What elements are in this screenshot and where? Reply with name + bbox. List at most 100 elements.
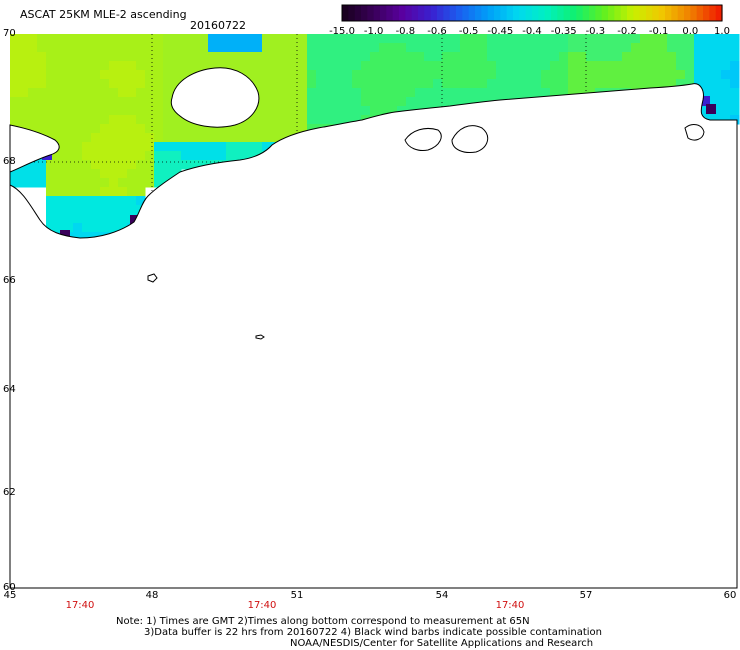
data-cell — [208, 142, 218, 152]
data-cell — [127, 70, 137, 80]
data-cell — [262, 70, 272, 80]
data-cell — [154, 115, 164, 125]
data-cell — [82, 133, 92, 143]
data-cell — [550, 34, 560, 44]
colorbar-segment — [544, 5, 552, 21]
data-cell — [595, 34, 605, 44]
data-cell — [145, 160, 155, 170]
data-cell — [190, 34, 200, 44]
data-cell — [334, 61, 344, 71]
data-cell — [397, 70, 407, 80]
data-cell — [307, 88, 317, 98]
data-cell — [109, 187, 119, 197]
data-cell — [82, 196, 92, 206]
data-cell — [496, 79, 506, 89]
data-cell — [334, 88, 344, 98]
data-cell — [379, 106, 389, 116]
note-line-3: NOAA/NESDIS/Center for Satellite Applica… — [290, 638, 594, 649]
data-cell — [694, 61, 704, 71]
data-cell — [100, 196, 110, 206]
data-cell — [271, 79, 281, 89]
data-cell — [136, 151, 146, 161]
data-cell — [460, 70, 470, 80]
data-cell — [532, 43, 542, 53]
colorbar-segment — [481, 5, 489, 21]
data-cell — [127, 43, 137, 53]
data-cell — [514, 70, 524, 80]
data-cell — [82, 106, 92, 116]
data-cell — [280, 115, 290, 125]
colorbar-segment — [620, 5, 628, 21]
data-cell — [73, 187, 83, 197]
data-cell — [316, 52, 326, 62]
data-cell — [406, 61, 416, 71]
data-cell — [109, 115, 119, 125]
data-cell — [136, 61, 146, 71]
data-cell — [703, 79, 713, 89]
data-cell — [604, 52, 614, 62]
data-cell — [658, 70, 668, 80]
data-cell — [289, 115, 299, 125]
data-cell — [46, 106, 56, 116]
data-cell — [154, 97, 164, 107]
data-cell — [370, 97, 380, 107]
data-cell — [559, 34, 569, 44]
data-cell — [316, 70, 326, 80]
lat-label-60: 60 — [3, 582, 16, 593]
data-cell — [586, 70, 596, 80]
data-cell — [577, 88, 587, 98]
data-cell — [109, 106, 119, 116]
colorbar-tick-label: -1.0 — [363, 26, 384, 37]
data-cell — [154, 79, 164, 89]
data-cell — [118, 169, 128, 179]
data-cell — [91, 142, 101, 152]
data-cell — [226, 142, 236, 152]
data-cell — [64, 196, 74, 206]
data-cell — [577, 79, 587, 89]
data-cell — [253, 124, 263, 134]
data-cell — [307, 79, 317, 89]
data-cell — [532, 52, 542, 62]
data-cell — [19, 52, 29, 62]
data-cell — [244, 43, 254, 53]
data-cell — [379, 34, 389, 44]
colorbar-segment — [665, 5, 672, 21]
colorbar-segment — [658, 5, 666, 21]
data-cell — [28, 97, 38, 107]
data-cell — [145, 70, 155, 80]
data-cell — [370, 106, 380, 116]
data-cell — [649, 79, 659, 89]
data-cell — [46, 70, 56, 80]
data-cell — [352, 52, 362, 62]
data-cell — [694, 43, 704, 53]
data-cell — [91, 79, 101, 89]
data-cell — [379, 88, 389, 98]
data-cell — [55, 79, 65, 89]
data-cell — [397, 79, 407, 89]
data-cell — [271, 133, 281, 143]
data-cell — [100, 124, 110, 134]
data-cell — [91, 97, 101, 107]
data-cell — [55, 34, 65, 44]
data-cell — [307, 115, 317, 125]
data-cell — [208, 52, 218, 62]
data-cell-low — [700, 96, 710, 106]
data-cell — [37, 169, 47, 179]
data-cell — [91, 169, 101, 179]
data-cell — [136, 88, 146, 98]
data-cell — [397, 97, 407, 107]
data-cell — [55, 178, 65, 188]
data-cell — [73, 169, 83, 179]
data-cell — [172, 34, 182, 44]
data-cell — [253, 52, 263, 62]
colorbar-segment — [595, 5, 603, 21]
data-cell — [640, 52, 650, 62]
data-cell — [10, 52, 20, 62]
data-cell — [253, 106, 263, 116]
data-cell — [505, 34, 515, 44]
data-cell — [541, 70, 551, 80]
time-label: 17:40 — [65, 600, 95, 611]
data-cell — [136, 160, 146, 170]
data-cell — [514, 52, 524, 62]
data-cell — [397, 88, 407, 98]
